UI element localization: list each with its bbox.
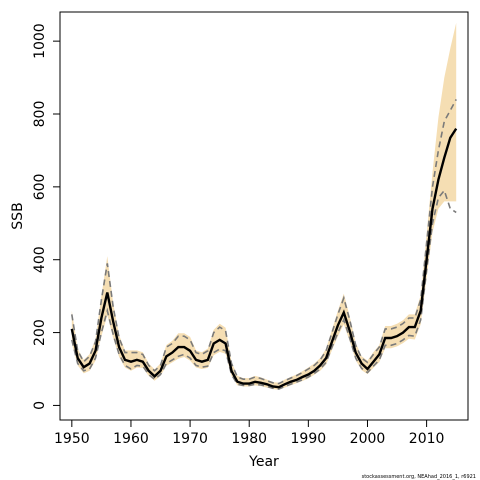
y-tick-label: 0 <box>32 401 48 410</box>
lower-dashed-line <box>71 188 457 390</box>
y-axis-title: SSB <box>10 202 26 229</box>
y-tick-label: 200 <box>32 319 48 346</box>
y-axis: 0 200 400 600 800 1000 <box>32 23 60 410</box>
x-tick-label: 1980 <box>231 431 267 447</box>
x-axis-title: Year <box>248 454 279 470</box>
credit-text: stockassessment.org, NEAhad_2016_1, r692… <box>362 474 476 480</box>
x-tick-label: 1990 <box>291 431 327 447</box>
y-tick-label: 600 <box>32 174 48 201</box>
x-axis: 1950 1960 1970 1980 1990 2000 2010 <box>54 420 444 447</box>
upper-dashed-line <box>71 99 457 385</box>
x-tick-label: 1960 <box>113 431 149 447</box>
x-tick-label: 2010 <box>409 431 445 447</box>
x-tick-label: 2000 <box>350 431 386 447</box>
y-tick-label: 800 <box>32 101 48 128</box>
series-lines-layer <box>70 99 458 390</box>
y-tick-label: 1000 <box>32 23 48 59</box>
median-line <box>70 127 458 389</box>
x-tick-label: 1950 <box>54 431 90 447</box>
y-tick-label: 400 <box>32 246 48 273</box>
x-tick-label: 1970 <box>172 431 208 447</box>
plot-frame <box>59 11 469 421</box>
